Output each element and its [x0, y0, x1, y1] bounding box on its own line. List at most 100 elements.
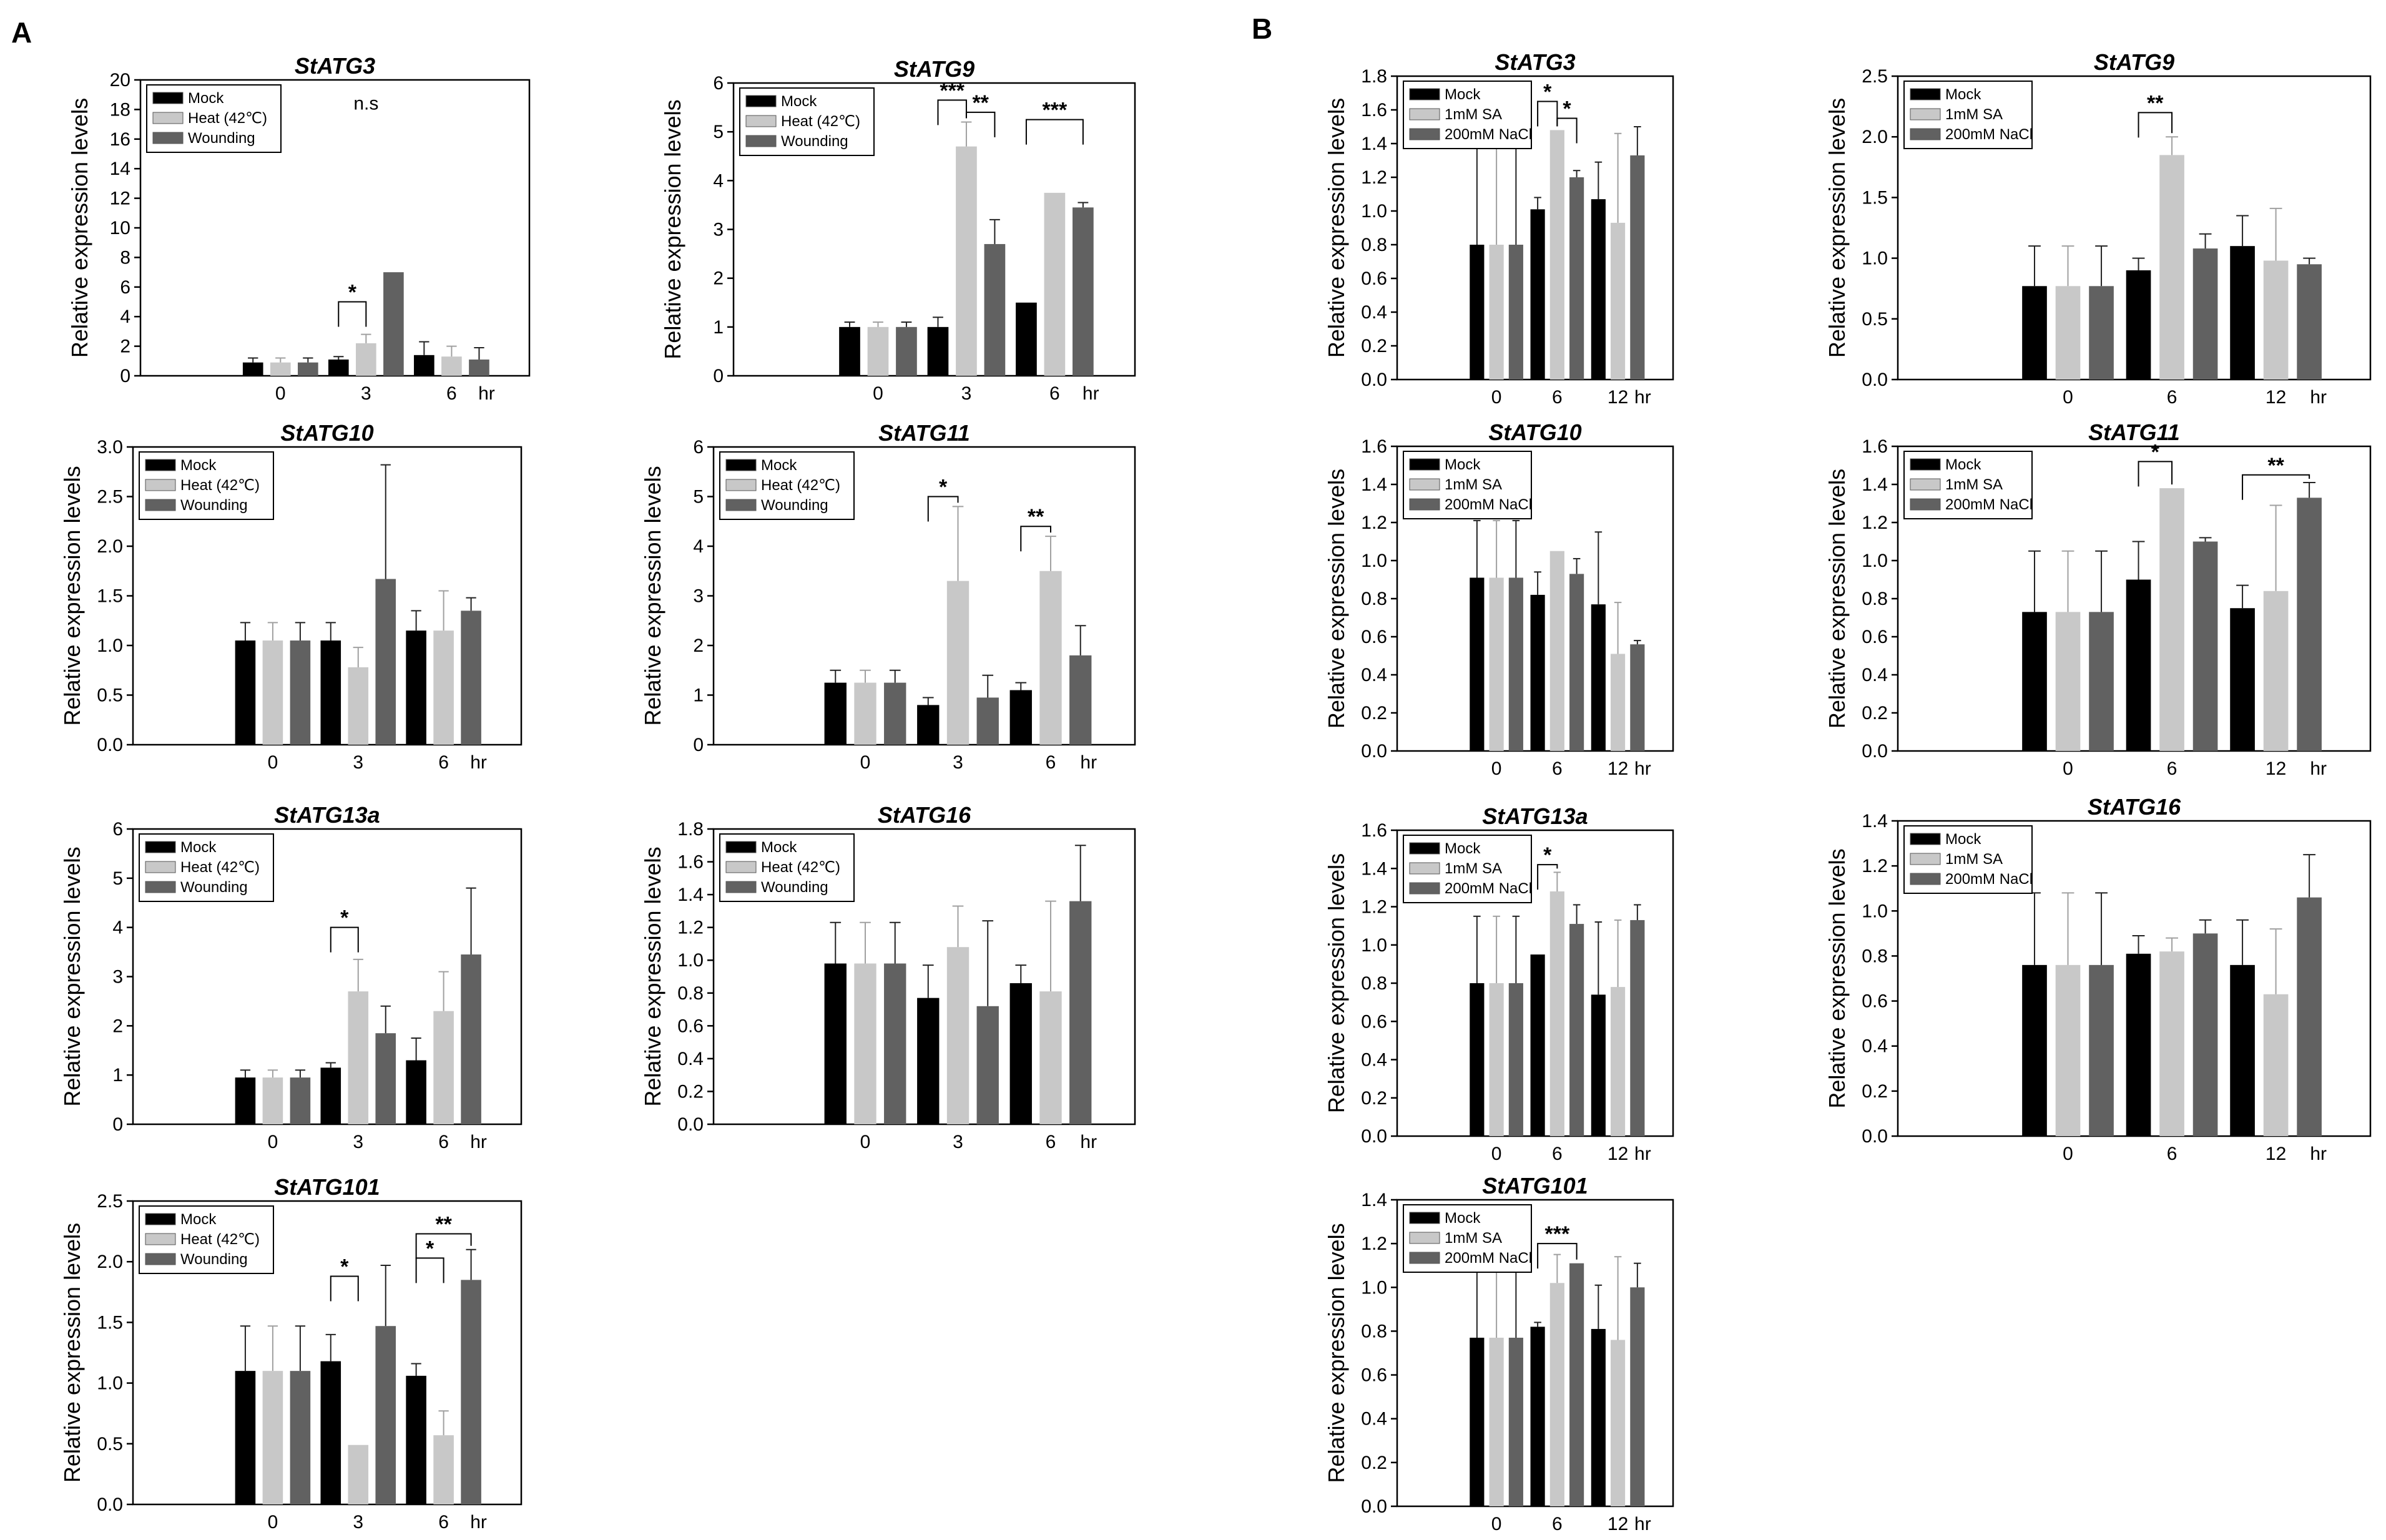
- x-tick-label: 6: [438, 1512, 449, 1533]
- bar-200mm-nacl-6: [2192, 248, 2218, 380]
- significance-label: *: [340, 906, 349, 930]
- bar-mock-6: [2126, 953, 2151, 1136]
- y-tick-label: 1.4: [677, 885, 704, 905]
- chart-a4: StATG11 0 1 2 3 4 5 6 Relative expression levels…: [640, 420, 1136, 773]
- x-tick-label: 6: [1552, 387, 1563, 408]
- legend-entry: 200mM NaCl: [1445, 126, 1532, 143]
- x-tick-label: 0: [1491, 387, 1502, 408]
- bar-mock-3: [320, 640, 341, 745]
- bar-1mm-sa-6: [1549, 130, 1564, 380]
- significance-label: *: [340, 1255, 349, 1279]
- y-tick-label: 14: [110, 159, 130, 179]
- significance-label: ***: [1545, 1222, 1570, 1246]
- bar-1mm-sa-0: [1489, 1337, 1504, 1506]
- bar-1mm-sa-12: [2263, 591, 2289, 751]
- x-tick-label: 0: [268, 1512, 278, 1533]
- bar-heat-42--3: [956, 146, 977, 376]
- y-tick-label: 1.2: [677, 918, 704, 938]
- y-tick-label: 3: [693, 586, 704, 607]
- y-tick-label: 1.8: [677, 819, 704, 840]
- bar-1mm-sa-6: [1549, 551, 1564, 751]
- x-tick-label: 12: [1608, 758, 1628, 779]
- bar-mock-6: [406, 1060, 426, 1124]
- bar-heat-42--0: [867, 326, 889, 376]
- bar-1mm-sa-12: [1611, 654, 1626, 751]
- x-unit-label: hr: [1080, 1132, 1097, 1152]
- y-tick-label: 0.5: [97, 1434, 123, 1454]
- bar-wounding-0: [290, 1371, 311, 1504]
- y-tick-label: 1.6: [1862, 436, 1888, 457]
- x-tick-label: 0: [2063, 387, 2073, 408]
- y-tick-label: 0.2: [1361, 703, 1387, 723]
- bar-heat-42--0: [854, 682, 876, 745]
- y-tick-label: 0.0: [1361, 1126, 1387, 1147]
- y-tick-label: 2.0: [1862, 127, 1888, 147]
- x-tick-label: 6: [1552, 1514, 1563, 1534]
- significance-bracket: [965, 111, 996, 137]
- bar-heat-42--3: [946, 581, 970, 745]
- y-tick-label: 0.8: [1361, 235, 1387, 255]
- bar-200mm-nacl-0: [1508, 1337, 1523, 1506]
- legend-entry: Mock: [1445, 840, 1481, 857]
- y-tick-label: 1.4: [1862, 474, 1888, 495]
- y-tick-label: 0.4: [1361, 1409, 1387, 1430]
- chart-title: StATG11: [2088, 419, 2180, 445]
- y-axis-label: Relative expression levels: [640, 466, 665, 725]
- y-tick-label: 2.0: [97, 1252, 123, 1272]
- bar-200mm-nacl-6: [1569, 574, 1584, 751]
- legend-swatch: [1910, 478, 1941, 491]
- bar-1mm-sa-0: [1489, 577, 1504, 751]
- x-tick-label: 6: [2167, 758, 2177, 779]
- x-tick-label: 6: [2167, 387, 2177, 408]
- legend-swatch: [145, 459, 176, 471]
- y-tick-label: 0.8: [1361, 589, 1387, 609]
- y-axis-label: Relative expression levels: [1824, 469, 1850, 728]
- significance-label: **: [972, 91, 989, 115]
- y-axis-label: Relative expression levels: [67, 98, 92, 358]
- y-tick-label: 12: [110, 189, 130, 209]
- significance-label: ***: [940, 79, 965, 102]
- x-tick-label: 0: [275, 383, 286, 404]
- legend-entry: 200mM NaCl: [1945, 496, 2033, 513]
- bar-1mm-sa-12: [1611, 987, 1626, 1136]
- y-tick-label: 1.0: [1361, 201, 1387, 222]
- bar-wounding-6: [1073, 207, 1094, 376]
- y-tick-label: 1.6: [1361, 100, 1387, 120]
- significance-label: *: [1543, 843, 1552, 867]
- legend-entry: Wounding: [761, 497, 828, 514]
- x-tick-label: 0: [268, 752, 278, 773]
- y-tick-label: 1.4: [1361, 858, 1387, 879]
- x-tick-label: 6: [2167, 1144, 2177, 1164]
- legend-entry: Mock: [180, 457, 217, 474]
- y-tick-label: 0.0: [1862, 1126, 1888, 1147]
- bar-mock-0: [235, 640, 256, 745]
- legend-entry: 1mM SA: [1945, 851, 2003, 868]
- legend-swatch: [1910, 873, 1941, 885]
- legend-swatch: [1910, 853, 1941, 865]
- x-tick-label: 3: [953, 752, 963, 773]
- legend-entry: 1mM SA: [1445, 860, 1502, 877]
- bar-heat-42--6: [433, 630, 454, 745]
- chart-b1: StATG3 0.0 0.2 0.4 0.6 0.8 1.0 1.2 1.4 1.6 1.8 Rela…: [1323, 49, 1674, 408]
- legend-swatch: [1409, 862, 1440, 875]
- legend-swatch: [1409, 498, 1440, 511]
- x-tick-label: 3: [353, 752, 363, 773]
- x-tick-label: 6: [1552, 1144, 1563, 1164]
- y-tick-label: 0.6: [1361, 1011, 1387, 1032]
- legend-swatch: [1409, 1252, 1440, 1264]
- legend-entry: 1mM SA: [1945, 476, 2003, 493]
- y-tick-label: 0.6: [1361, 627, 1387, 647]
- bar-wounding-0: [896, 326, 917, 376]
- legend-entry: Mock: [180, 1211, 217, 1228]
- bar-mock-6: [406, 630, 426, 745]
- x-tick-label: 12: [1608, 1514, 1628, 1534]
- x-tick-label: 6: [1046, 752, 1056, 773]
- legend-entry: Mock: [761, 457, 797, 474]
- y-tick-label: 2.5: [97, 487, 123, 508]
- y-axis-label: Relative expression levels: [1323, 98, 1349, 358]
- legend-entry: Mock: [1445, 1210, 1481, 1227]
- y-tick-label: 1.2: [1862, 856, 1888, 876]
- y-axis-label: Relative expression levels: [59, 846, 85, 1106]
- y-tick-label: 1.0: [1361, 935, 1387, 956]
